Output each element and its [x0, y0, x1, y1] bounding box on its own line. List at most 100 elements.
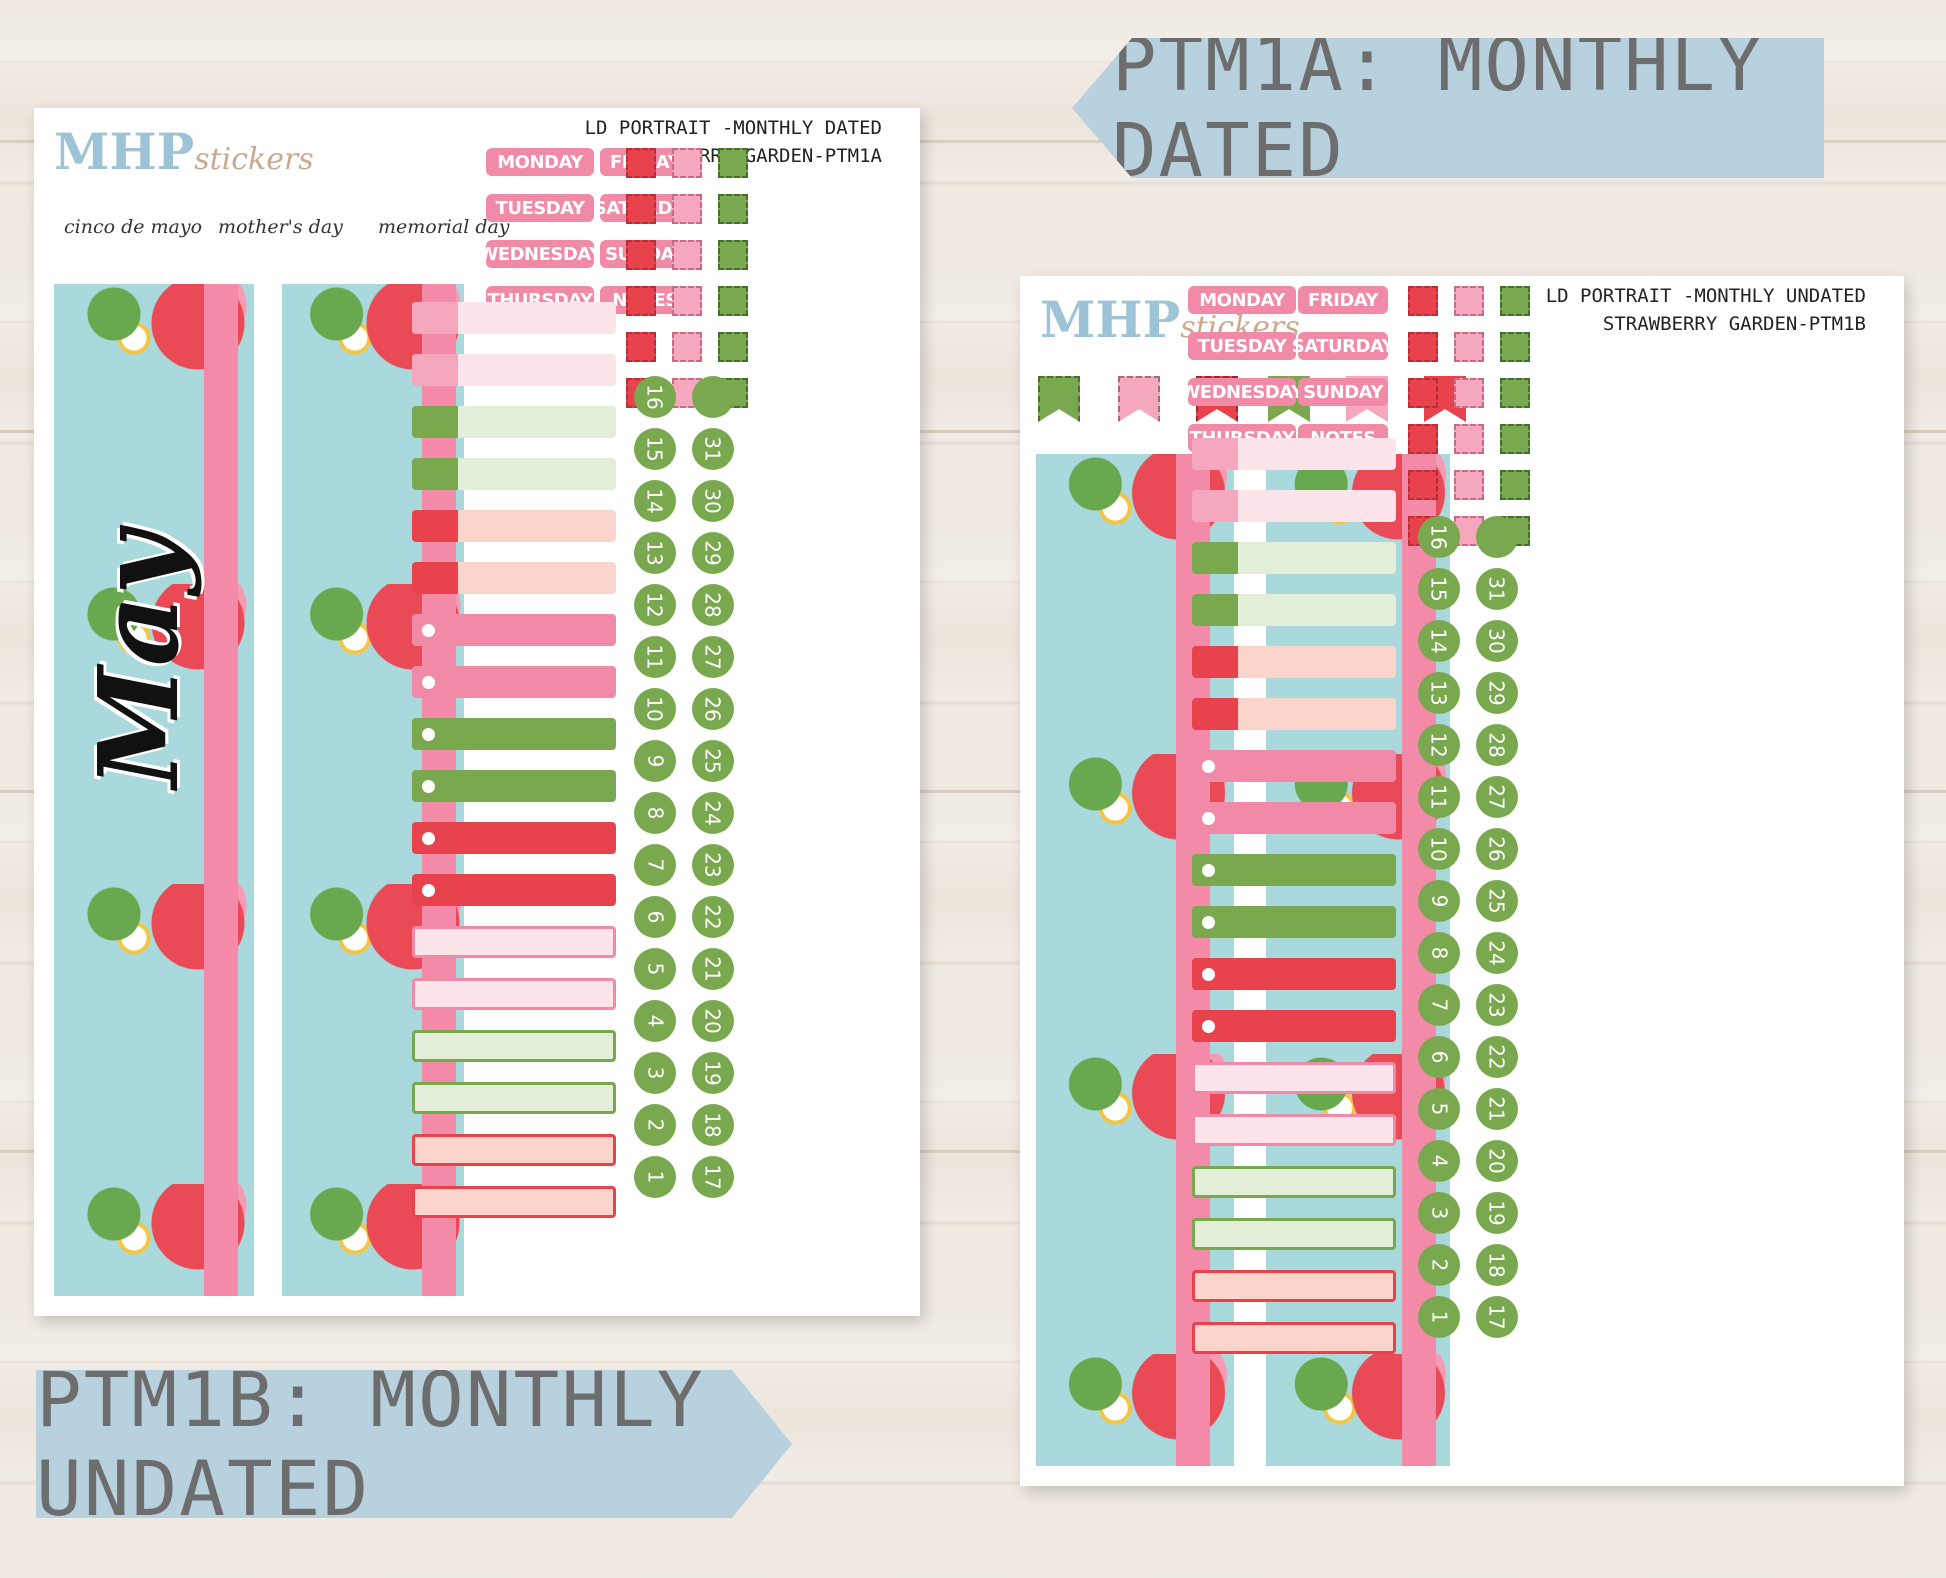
checkbox-sticker[interactable]: [1408, 470, 1438, 500]
bar-sticker[interactable]: [1192, 906, 1396, 938]
bar-sticker[interactable]: [412, 1030, 616, 1062]
checkbox-sticker[interactable]: [1500, 378, 1530, 408]
bar-sticker[interactable]: [1192, 594, 1396, 626]
date-circle-sticker[interactable]: 9: [1418, 880, 1460, 922]
bar-sticker[interactable]: [1192, 542, 1396, 574]
day-label-sticker[interactable]: SUNDAY: [1298, 378, 1388, 406]
checkbox-sticker[interactable]: [1500, 286, 1530, 316]
date-circle-sticker[interactable]: [692, 376, 734, 418]
checkbox-sticker[interactable]: [626, 194, 656, 224]
date-circle-sticker[interactable]: 12: [1418, 724, 1460, 766]
bar-sticker[interactable]: [1192, 1270, 1396, 1302]
date-circle-sticker[interactable]: 7: [1418, 984, 1460, 1026]
date-circle-sticker[interactable]: 27: [692, 636, 734, 678]
day-label-sticker[interactable]: WEDNESDAY: [478, 240, 602, 268]
date-circle-sticker[interactable]: 17: [692, 1156, 734, 1198]
checkbox-sticker[interactable]: [1454, 286, 1484, 316]
bar-sticker[interactable]: [1192, 490, 1396, 522]
checkbox-sticker[interactable]: [672, 286, 702, 316]
checkbox-sticker[interactable]: [1408, 286, 1438, 316]
date-circle-sticker[interactable]: 12: [634, 584, 676, 626]
bar-sticker[interactable]: [1192, 1218, 1396, 1250]
date-circle-sticker[interactable]: 7: [634, 844, 676, 886]
date-circle-sticker[interactable]: 13: [634, 532, 676, 574]
day-label-sticker[interactable]: TUESDAY: [1188, 332, 1296, 360]
date-circle-sticker[interactable]: 6: [1418, 1036, 1460, 1078]
bar-sticker[interactable]: [412, 666, 616, 698]
day-label-sticker[interactable]: SATURDAY: [1292, 332, 1395, 360]
date-circle-sticker[interactable]: 8: [634, 792, 676, 834]
bar-sticker[interactable]: [1192, 1010, 1396, 1042]
date-circle-sticker[interactable]: 18: [692, 1104, 734, 1146]
date-circle-sticker[interactable]: 1: [1418, 1296, 1460, 1338]
bar-sticker[interactable]: [1192, 646, 1396, 678]
bar-sticker[interactable]: [412, 302, 616, 334]
checkbox-sticker[interactable]: [1500, 332, 1530, 362]
date-circle-sticker[interactable]: 10: [634, 688, 676, 730]
date-circle-sticker[interactable]: 25: [1476, 880, 1518, 922]
bar-sticker[interactable]: [1192, 750, 1396, 782]
bar-sticker[interactable]: [412, 1082, 616, 1114]
checkbox-sticker[interactable]: [626, 332, 656, 362]
date-circle-sticker[interactable]: 22: [1476, 1036, 1518, 1078]
date-circle-sticker[interactable]: 24: [1476, 932, 1518, 974]
date-circle-sticker[interactable]: 26: [692, 688, 734, 730]
checkbox-sticker[interactable]: [1454, 424, 1484, 454]
bar-sticker[interactable]: [412, 822, 616, 854]
date-circle-sticker[interactable]: 27: [1476, 776, 1518, 818]
bar-sticker[interactable]: [412, 770, 616, 802]
bar-sticker[interactable]: [1192, 698, 1396, 730]
day-label-sticker[interactable]: MONDAY: [486, 148, 594, 176]
date-circle-sticker[interactable]: 18: [1476, 1244, 1518, 1286]
checkbox-sticker[interactable]: [672, 194, 702, 224]
date-circle-sticker[interactable]: 15: [1418, 568, 1460, 610]
flag-sticker[interactable]: [1118, 376, 1160, 422]
checkbox-sticker[interactable]: [672, 240, 702, 270]
bar-sticker[interactable]: [1192, 1322, 1396, 1354]
bar-sticker[interactable]: [412, 978, 616, 1010]
bar-sticker[interactable]: [412, 874, 616, 906]
checkbox-sticker[interactable]: [1454, 332, 1484, 362]
date-circle-sticker[interactable]: 14: [634, 480, 676, 522]
date-circle-sticker[interactable]: 28: [692, 584, 734, 626]
date-circle-sticker[interactable]: 16: [634, 376, 676, 418]
checkbox-sticker[interactable]: [626, 240, 656, 270]
date-circle-sticker[interactable]: 29: [692, 532, 734, 574]
washi-strip[interactable]: [54, 284, 254, 1296]
date-circle-sticker[interactable]: 5: [1418, 1088, 1460, 1130]
day-label-sticker[interactable]: TUESDAY: [486, 194, 594, 222]
date-circle-sticker[interactable]: 30: [692, 480, 734, 522]
date-circle-sticker[interactable]: 22: [692, 896, 734, 938]
bar-sticker[interactable]: [1192, 854, 1396, 886]
day-label-sticker[interactable]: FRIDAY: [1298, 286, 1388, 314]
bar-sticker[interactable]: [1192, 802, 1396, 834]
date-circle-sticker[interactable]: 30: [1476, 620, 1518, 662]
bar-sticker[interactable]: [1192, 1114, 1396, 1146]
bar-sticker[interactable]: [412, 458, 616, 490]
date-circle-sticker[interactable]: 2: [634, 1104, 676, 1146]
checkbox-sticker[interactable]: [1408, 424, 1438, 454]
flag-sticker[interactable]: [1038, 376, 1080, 422]
date-circle-sticker[interactable]: 14: [1418, 620, 1460, 662]
date-circle-sticker[interactable]: 19: [1476, 1192, 1518, 1234]
bar-sticker[interactable]: [412, 1134, 616, 1166]
checkbox-sticker[interactable]: [626, 148, 656, 178]
day-label-sticker[interactable]: WEDNESDAY: [1180, 378, 1304, 406]
date-circle-sticker[interactable]: 4: [1418, 1140, 1460, 1182]
day-label-sticker[interactable]: MONDAY: [1188, 286, 1296, 314]
date-circle-sticker[interactable]: 21: [692, 948, 734, 990]
bar-sticker[interactable]: [412, 926, 616, 958]
bar-sticker[interactable]: [412, 718, 616, 750]
checkbox-sticker[interactable]: [718, 240, 748, 270]
date-circle-sticker[interactable]: [1476, 516, 1518, 558]
date-circle-sticker[interactable]: 3: [634, 1052, 676, 1094]
date-circle-sticker[interactable]: 28: [1476, 724, 1518, 766]
checkbox-sticker[interactable]: [672, 148, 702, 178]
date-circle-sticker[interactable]: 15: [634, 428, 676, 470]
checkbox-sticker[interactable]: [718, 332, 748, 362]
checkbox-sticker[interactable]: [1454, 378, 1484, 408]
bar-sticker[interactable]: [412, 406, 616, 438]
checkbox-sticker[interactable]: [1408, 378, 1438, 408]
bar-sticker[interactable]: [1192, 1062, 1396, 1094]
date-circle-sticker[interactable]: 29: [1476, 672, 1518, 714]
